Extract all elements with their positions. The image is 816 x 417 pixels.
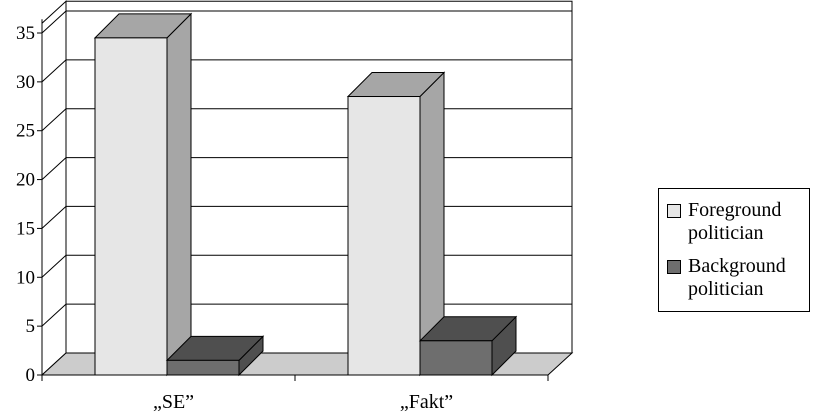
x-category-label: „Fakt” [400,391,453,413]
legend-label-foreground: Foreground politician [688,199,782,244]
y-tick-label: 20 [16,170,35,191]
bar-front-face [419,340,493,376]
bar-front-face [94,37,168,376]
legend-item-foreground: Foreground politician [667,199,806,245]
legend-swatch-foreground [667,204,681,218]
side-wall [41,0,67,377]
bar-side-face [166,12,192,377]
labels: 0 5 10 15 20 25 30 35 „SE” „Fakt” [16,23,453,413]
bar [165,335,265,377]
legend-item-background: Background politician [667,255,806,301]
legend: Foreground politician Background politic… [658,188,810,312]
y-tick-label: 15 [16,218,35,239]
bar [93,12,193,377]
bar [418,315,518,377]
gridline [41,59,572,83]
legend-swatch-background [667,260,681,274]
y-tick-label: 10 [16,267,35,288]
y-tick-label: 35 [16,23,35,44]
x-category-label: „SE” [153,391,194,413]
bar-front-face [166,359,240,376]
y-tick-label: 0 [26,365,36,386]
bar [346,71,446,377]
legend-label-background: Background politician [688,255,786,300]
bar-front-face [347,96,421,376]
gridline [41,10,572,34]
y-tick-label: 5 [26,316,36,337]
y-tick-label: 30 [16,72,35,93]
bars [93,12,518,377]
y-tick-label: 25 [16,121,35,142]
